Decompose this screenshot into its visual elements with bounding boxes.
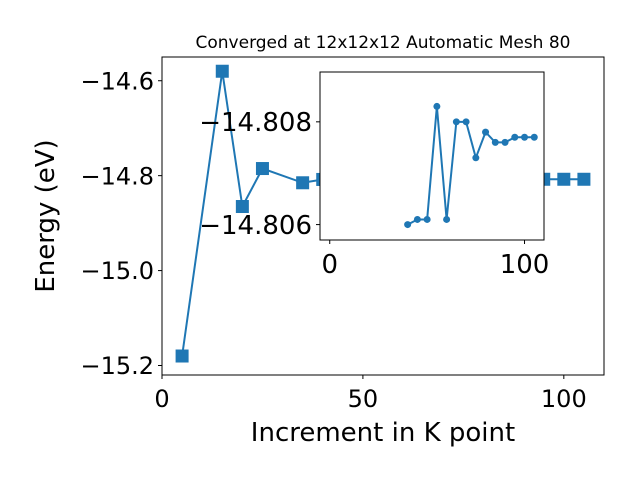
data-point (423, 215, 431, 223)
inset-plot: 0 100 −14.806 −14.808 (199, 71, 550, 280)
data-point (443, 215, 451, 223)
data-point (472, 154, 480, 162)
x-tick-label: 100 (500, 250, 550, 280)
y-tick-label: −15.2 (80, 352, 154, 380)
y-tick-label: −14.808 (199, 108, 312, 138)
y-tick-label: −14.8 (80, 162, 154, 190)
data-point (175, 349, 189, 363)
y-axis-label: Energy (eV) (31, 139, 61, 292)
data-point (521, 133, 529, 141)
chart-title: Converged at 12x12x12 Automatic Mesh 80 (196, 33, 571, 53)
data-point (452, 118, 460, 126)
inset-plot-data-area (404, 102, 538, 229)
main-plot-frame (161, 56, 605, 376)
data-point (557, 172, 571, 186)
data-point (433, 102, 441, 110)
x-tick-label: 0 (154, 385, 169, 413)
data-point (462, 118, 470, 126)
x-axis-label: Increment in K point (251, 418, 515, 448)
inset-plot-frame (319, 71, 545, 241)
y-tick-label: −15.0 (80, 257, 154, 285)
data-point (404, 221, 412, 229)
data-point (296, 176, 310, 190)
data-point (413, 215, 421, 223)
data-point (530, 133, 538, 141)
data-point (482, 128, 490, 136)
y-tick-label: −14.6 (80, 67, 154, 95)
x-tick-label: 100 (541, 385, 587, 413)
y-tick-label: −14.806 (199, 211, 312, 241)
data-point (215, 64, 229, 78)
data-point (501, 138, 509, 146)
x-tick-label: 50 (348, 385, 379, 413)
data-point (577, 172, 591, 186)
data-point (491, 138, 499, 146)
data-point (235, 200, 249, 214)
x-tick-label: 0 (321, 250, 338, 280)
data-point (511, 133, 519, 141)
data-point (255, 162, 269, 176)
